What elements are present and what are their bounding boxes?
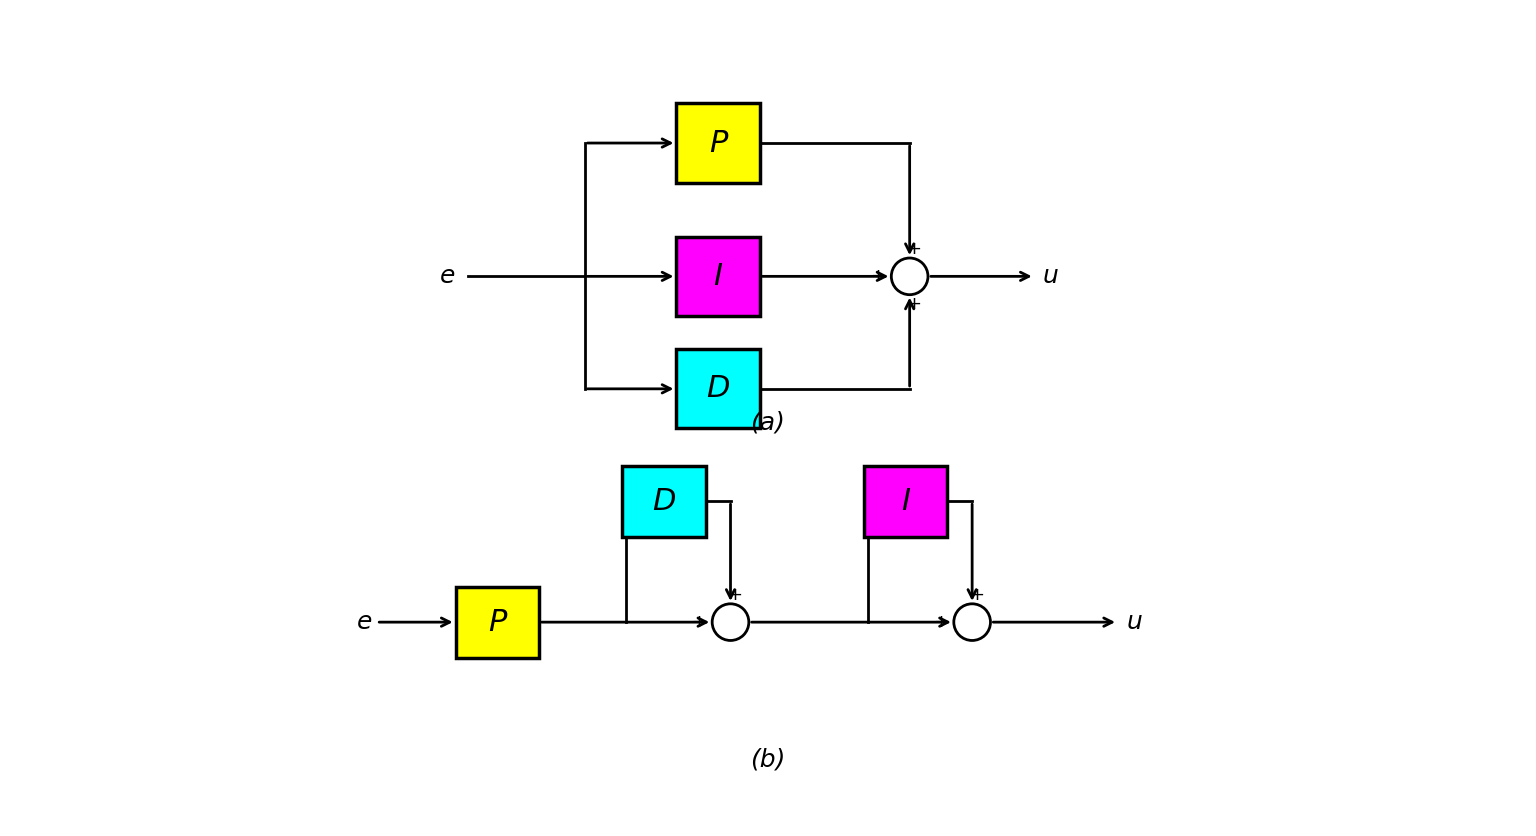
Text: P: P	[708, 129, 727, 157]
Text: +: +	[691, 613, 707, 631]
FancyBboxPatch shape	[676, 104, 760, 182]
Text: u: u	[1043, 264, 1058, 288]
Text: I: I	[714, 262, 722, 291]
FancyBboxPatch shape	[863, 466, 948, 537]
Text: D: D	[653, 487, 676, 516]
Text: +: +	[906, 240, 922, 257]
Text: +: +	[906, 295, 922, 313]
Text: e: e	[356, 610, 372, 635]
Text: (b): (b)	[750, 747, 786, 772]
Text: I: I	[902, 487, 909, 516]
Text: P: P	[488, 608, 507, 637]
Text: D: D	[707, 375, 730, 403]
Text: +: +	[969, 586, 983, 604]
Text: e: e	[441, 264, 456, 288]
Text: +: +	[932, 613, 948, 631]
FancyBboxPatch shape	[456, 587, 539, 658]
Text: u: u	[1126, 610, 1143, 635]
FancyBboxPatch shape	[676, 237, 760, 316]
Text: +: +	[871, 268, 885, 285]
Text: (a): (a)	[751, 410, 785, 434]
FancyBboxPatch shape	[622, 466, 705, 537]
FancyBboxPatch shape	[676, 349, 760, 428]
Text: +: +	[727, 586, 742, 604]
